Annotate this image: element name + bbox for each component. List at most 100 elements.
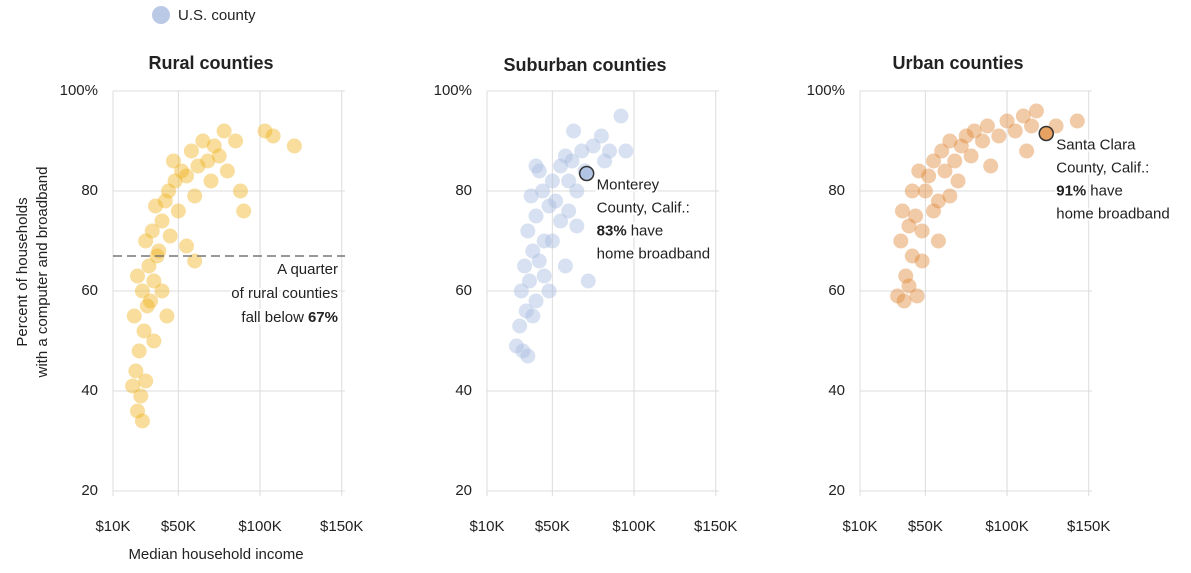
y-tick-label: 80 — [455, 182, 472, 199]
annotation: home broadband — [1056, 205, 1169, 222]
point — [157, 193, 173, 209]
point — [130, 403, 146, 419]
point — [911, 163, 927, 179]
point — [930, 193, 946, 209]
point — [557, 148, 573, 164]
point — [521, 273, 537, 289]
annotation-text: have — [1090, 182, 1123, 199]
point — [569, 218, 585, 234]
point — [975, 133, 991, 149]
point — [909, 288, 925, 304]
point — [979, 118, 995, 134]
point — [593, 128, 609, 144]
point — [541, 283, 557, 299]
x-tick-label: $50K — [535, 518, 570, 535]
point — [553, 213, 569, 229]
annotation: Santa Clara — [1056, 136, 1136, 153]
point — [520, 223, 536, 239]
x-tick-label: $100K — [238, 518, 281, 535]
point — [147, 198, 163, 214]
point — [958, 128, 974, 144]
point — [165, 153, 181, 169]
point — [528, 208, 544, 224]
legend-swatch — [152, 6, 170, 24]
point — [901, 278, 917, 294]
annotation-text: have — [631, 222, 664, 239]
point — [914, 253, 930, 269]
point — [146, 273, 162, 289]
point — [561, 173, 577, 189]
point — [896, 293, 912, 309]
point — [523, 188, 539, 204]
point — [219, 163, 235, 179]
y-tick-label: 20 — [455, 482, 472, 499]
point — [151, 243, 167, 259]
annotation: A quarter — [277, 261, 338, 278]
point — [190, 158, 206, 174]
point — [574, 143, 590, 159]
annotation-bold: 83% — [597, 222, 627, 239]
x-tick-label: $50K — [908, 518, 943, 535]
point — [515, 343, 531, 359]
point — [170, 203, 186, 219]
point — [518, 303, 534, 319]
annotation-text: of rural counties — [231, 285, 338, 302]
point — [179, 168, 195, 184]
annotation-bold: 67% — [308, 309, 338, 326]
point — [893, 233, 909, 249]
annotation: home broadband — [597, 245, 710, 262]
point — [134, 283, 150, 299]
annotation-text: fall below — [241, 309, 304, 326]
point — [257, 123, 273, 139]
point — [520, 348, 536, 364]
x-tick-label: $100K — [612, 518, 655, 535]
point — [566, 123, 582, 139]
point — [228, 133, 244, 149]
y-tick-label: 20 — [828, 482, 845, 499]
point — [966, 123, 982, 139]
point — [536, 268, 552, 284]
point — [561, 203, 577, 219]
point — [206, 138, 222, 154]
point — [528, 158, 544, 174]
y-tick-label: 100% — [60, 82, 98, 99]
point — [535, 183, 551, 199]
annotation: 91% have — [1056, 182, 1123, 199]
y-tick-label: 60 — [81, 282, 98, 299]
point — [544, 233, 560, 249]
point — [174, 163, 190, 179]
point — [926, 203, 942, 219]
point — [528, 293, 544, 309]
point — [125, 378, 141, 394]
point — [1069, 113, 1085, 129]
y-tick-label: 20 — [81, 482, 98, 499]
y-tick-label: 40 — [828, 382, 845, 399]
point — [1028, 103, 1044, 119]
y-axis-label: with a computer and broadband — [34, 167, 51, 379]
point — [141, 258, 157, 274]
annotation-text: A quarter — [277, 261, 338, 278]
point — [950, 173, 966, 189]
point — [187, 253, 203, 269]
point — [942, 188, 958, 204]
point — [597, 153, 613, 169]
point — [513, 283, 529, 299]
point — [544, 173, 560, 189]
point — [894, 203, 910, 219]
point — [564, 153, 580, 169]
y-axis-label: Percent of households — [14, 197, 31, 346]
point — [265, 128, 281, 144]
annotation-bold: 91% — [1056, 182, 1086, 199]
point — [937, 163, 953, 179]
point — [580, 273, 596, 289]
point — [1007, 123, 1023, 139]
point — [525, 308, 541, 324]
point — [934, 143, 950, 159]
highlight-point — [578, 165, 595, 182]
point — [133, 388, 149, 404]
y-tick-label: 40 — [81, 382, 98, 399]
point — [203, 173, 219, 189]
point — [517, 258, 533, 274]
point — [128, 363, 144, 379]
